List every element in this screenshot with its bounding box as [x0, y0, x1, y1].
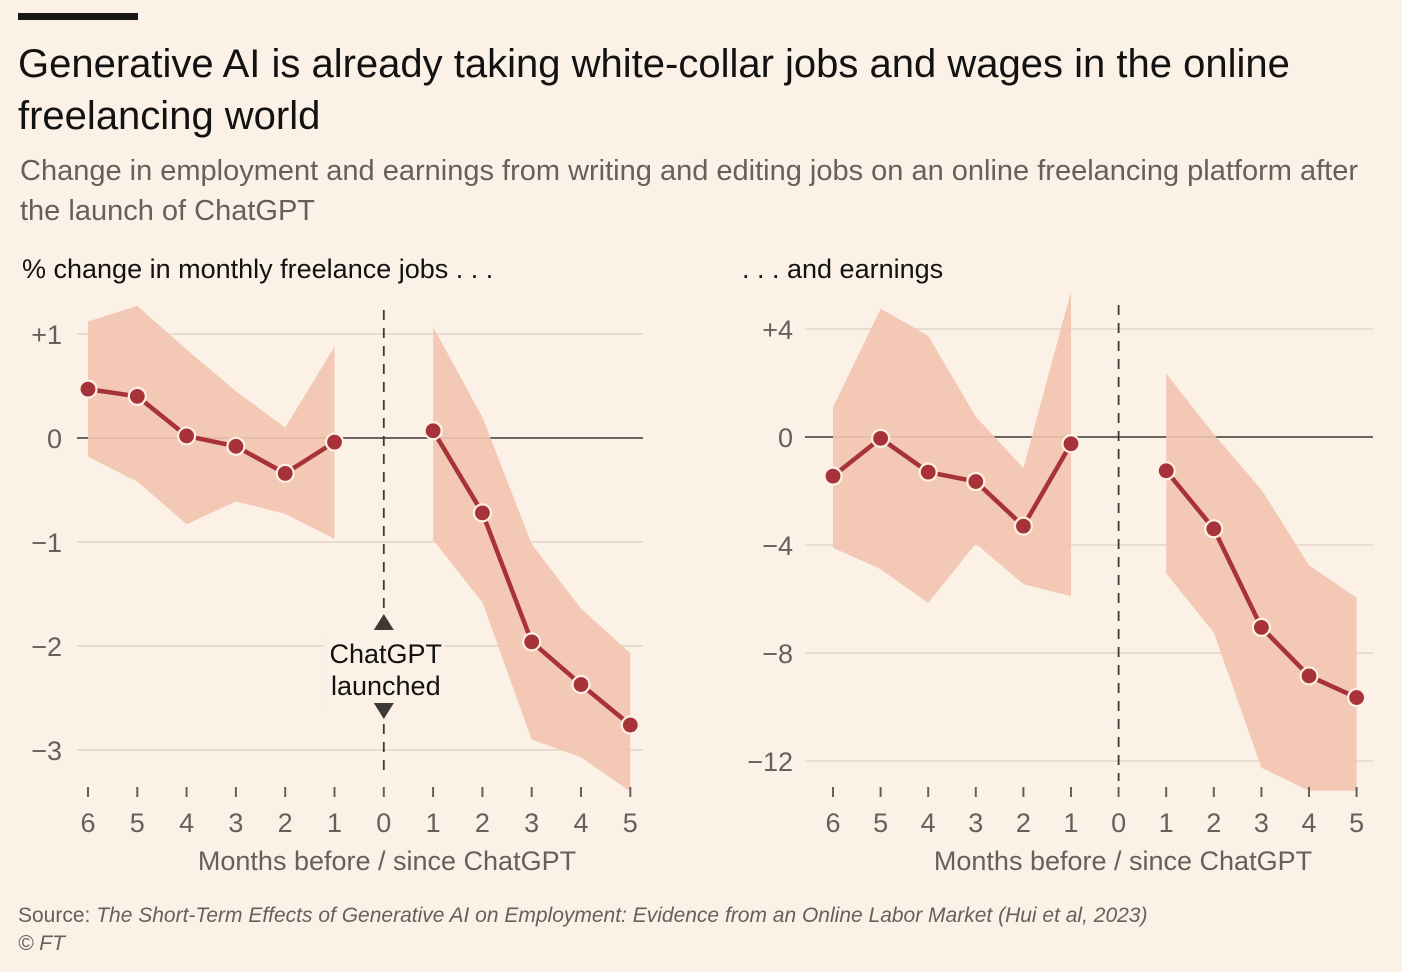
x-tick-label: 1 — [426, 808, 441, 838]
source-label: Source: — [18, 904, 91, 927]
x-tick-label: 0 — [1111, 808, 1126, 838]
x-tick-label: 4 — [921, 808, 936, 838]
data-point — [823, 466, 843, 486]
x-tick-label: 6 — [80, 808, 95, 838]
x-tick-label: 3 — [228, 808, 243, 838]
x-tick-label: 1 — [1063, 808, 1078, 838]
x-tick-label: 5 — [623, 808, 638, 838]
chart-subtitle: Change in employment and earnings from w… — [20, 155, 1359, 227]
data-point — [1156, 461, 1176, 481]
x-axis-title: Months before / since ChatGPT — [198, 846, 576, 876]
data-point — [1061, 434, 1081, 454]
data-point — [78, 379, 98, 399]
x-tick-label: 6 — [825, 808, 840, 838]
x-tick-label: 4 — [573, 808, 588, 838]
x-axis-title: Months before / since ChatGPT — [934, 846, 1312, 876]
confidence-band-before — [833, 291, 1071, 604]
source-note: Source: The Short-Term Effects of Genera… — [18, 902, 1147, 958]
data-point — [918, 462, 938, 482]
data-point — [1251, 617, 1272, 637]
y-tick-label: +1 — [31, 320, 62, 350]
panel-title-jobs: % change in monthly freelance jobs . . . — [22, 254, 494, 284]
x-tick-label: 0 — [376, 808, 391, 838]
x-tick-label: 2 — [475, 808, 490, 838]
x-tick-label: 1 — [1159, 808, 1174, 838]
down-arrow-icon — [373, 703, 394, 719]
x-tick-label: 1 — [327, 808, 342, 838]
data-point — [1346, 687, 1367, 708]
panel-title-earnings: . . . and earnings — [742, 254, 944, 284]
annotation-line2: launched — [331, 671, 441, 701]
data-point — [177, 426, 197, 446]
x-tick-label: 3 — [524, 808, 539, 838]
series-line-before — [831, 436, 1073, 529]
chart-title: Generative AI is already taking white-co… — [18, 42, 1290, 138]
x-tick-label: 5 — [873, 808, 888, 838]
annotation-line1: ChatGPT — [330, 639, 443, 669]
x-tick-label: 3 — [968, 808, 983, 838]
y-tick-label: −1 — [31, 528, 62, 558]
data-point — [966, 471, 986, 492]
source-text: The Short-Term Effects of Generative AI … — [96, 904, 1148, 927]
brand-bar — [18, 13, 138, 20]
y-tick-label: −3 — [31, 736, 62, 766]
annotation-backdrop — [323, 630, 444, 710]
x-tick-label: 5 — [1349, 808, 1364, 838]
y-tick-label: 0 — [778, 423, 793, 453]
copyright: © FT — [18, 932, 65, 955]
y-tick-label: +4 — [762, 315, 793, 345]
data-point — [423, 421, 443, 441]
y-tick-label: −12 — [747, 747, 793, 777]
y-tick-label: 0 — [47, 424, 62, 454]
y-tick-label: −4 — [762, 531, 793, 561]
data-point — [1204, 519, 1224, 539]
y-tick-label: −8 — [762, 639, 793, 669]
x-tick-label: 5 — [130, 808, 145, 838]
data-point — [1013, 516, 1034, 536]
x-tick-label: 2 — [1016, 808, 1031, 838]
x-tick-label: 3 — [1254, 808, 1269, 838]
data-point — [324, 432, 345, 452]
confidence-band-before — [88, 305, 335, 539]
y-tick-label: −2 — [31, 632, 62, 662]
data-point — [472, 503, 492, 523]
up-arrow-icon — [373, 614, 394, 630]
x-tick-label: 4 — [179, 808, 194, 838]
data-point — [522, 632, 542, 652]
data-point — [275, 463, 295, 483]
confidence-band-after — [1166, 373, 1357, 791]
data-point — [620, 715, 640, 735]
data-point — [127, 386, 147, 406]
x-tick-label: 4 — [1301, 808, 1316, 838]
data-point — [571, 674, 591, 695]
x-tick-label: 2 — [278, 808, 293, 838]
x-tick-label: 2 — [1206, 808, 1221, 838]
data-point — [1299, 666, 1319, 686]
data-point — [226, 436, 246, 456]
data-point — [870, 428, 891, 448]
